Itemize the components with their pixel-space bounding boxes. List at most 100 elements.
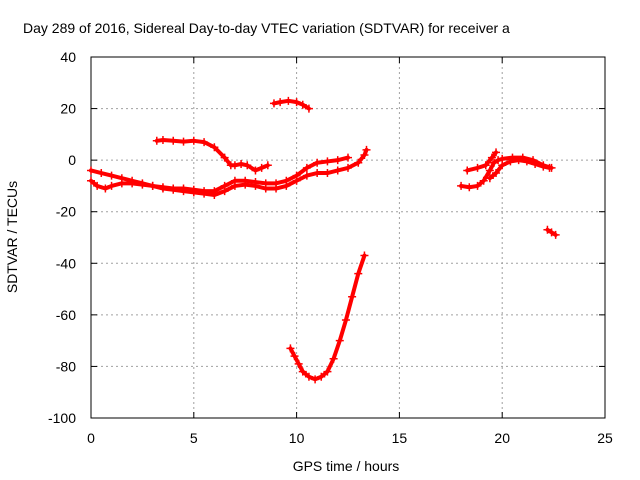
data-point bbox=[539, 162, 548, 171]
data-point bbox=[341, 316, 350, 325]
series-arc-late-tail bbox=[543, 225, 560, 239]
data-point bbox=[489, 158, 498, 167]
data-point bbox=[276, 98, 285, 107]
data-point bbox=[543, 225, 552, 234]
x-axis-label: GPS time / hours bbox=[293, 458, 400, 474]
data-point bbox=[200, 138, 209, 147]
y-tick-label: 0 bbox=[68, 152, 76, 168]
x-tick-label: 5 bbox=[190, 430, 198, 446]
data-point bbox=[117, 179, 126, 188]
data-point bbox=[323, 157, 332, 166]
x-tick-label: 10 bbox=[289, 430, 305, 446]
data-point bbox=[547, 228, 556, 237]
data-point bbox=[473, 181, 482, 190]
data-point bbox=[354, 269, 363, 278]
data-point bbox=[269, 99, 278, 108]
data-point bbox=[284, 96, 293, 105]
data-point bbox=[220, 153, 229, 162]
data-point bbox=[473, 163, 482, 172]
data-point bbox=[261, 184, 270, 193]
data-point bbox=[179, 137, 188, 146]
series-arc-early-lower bbox=[87, 145, 371, 199]
data-point bbox=[263, 161, 272, 170]
data-point bbox=[107, 171, 116, 180]
data-point bbox=[514, 156, 523, 165]
data-point bbox=[463, 166, 472, 175]
data-point bbox=[304, 104, 313, 113]
data-point bbox=[169, 136, 178, 145]
data-point bbox=[220, 187, 229, 196]
y-tick-label: -20 bbox=[56, 204, 76, 220]
data-point bbox=[545, 163, 554, 172]
data-point bbox=[138, 180, 147, 189]
series-line bbox=[288, 253, 367, 382]
data-point bbox=[241, 180, 250, 189]
data-point bbox=[158, 184, 167, 193]
y-tick-label: -80 bbox=[56, 358, 76, 374]
data-point bbox=[479, 176, 488, 185]
axis-ticks: 0 5 10 15 20 25 -100 -80 -60 -40 -20 0 20 40 bbox=[48, 49, 613, 446]
x-tick-label: 25 bbox=[597, 430, 613, 446]
y-axis-label: SDTVAR / TECUs bbox=[4, 181, 20, 293]
x-tick-label: 0 bbox=[87, 430, 95, 446]
grid bbox=[91, 57, 605, 418]
data-point bbox=[251, 181, 260, 190]
data-point bbox=[237, 160, 246, 169]
data-point bbox=[298, 100, 307, 109]
data-point bbox=[93, 181, 102, 190]
data-point bbox=[189, 188, 198, 197]
data-point bbox=[158, 136, 167, 145]
data-point bbox=[230, 161, 239, 170]
data-point bbox=[323, 367, 332, 376]
data-point bbox=[531, 160, 540, 169]
data-point bbox=[230, 181, 239, 190]
y-tick-label: 40 bbox=[60, 49, 76, 65]
data-point bbox=[492, 169, 501, 178]
data-point bbox=[101, 184, 110, 193]
data-point bbox=[313, 169, 322, 178]
series-arc-late-b bbox=[463, 148, 501, 175]
data-point bbox=[257, 163, 266, 172]
data-point bbox=[189, 136, 198, 145]
data-point bbox=[290, 352, 299, 361]
data-point bbox=[344, 153, 352, 162]
data-point bbox=[362, 145, 371, 154]
data-point bbox=[457, 181, 466, 190]
y-tick-label: -100 bbox=[48, 410, 76, 426]
data-point bbox=[329, 354, 338, 363]
data-point bbox=[481, 161, 490, 170]
y-tick-label: -40 bbox=[56, 255, 76, 271]
data-point bbox=[522, 157, 531, 166]
data-point bbox=[152, 136, 161, 145]
data-point bbox=[360, 251, 369, 260]
data-point bbox=[360, 150, 369, 159]
data-point bbox=[97, 169, 106, 178]
data-point bbox=[313, 158, 322, 167]
series-arc-late-a bbox=[457, 153, 556, 192]
data-point bbox=[465, 183, 474, 192]
data-point bbox=[286, 344, 295, 353]
data-point bbox=[292, 176, 301, 185]
data-point bbox=[333, 156, 342, 165]
data-point bbox=[298, 367, 307, 376]
plot-frame bbox=[90, 56, 606, 419]
data-point bbox=[302, 163, 311, 172]
data-point bbox=[210, 143, 219, 152]
data-point bbox=[506, 157, 515, 166]
series-arc-mid bbox=[152, 136, 272, 175]
series-arc-deep bbox=[286, 251, 369, 384]
data-point bbox=[485, 174, 494, 183]
data-point bbox=[148, 181, 157, 190]
data-point bbox=[179, 187, 188, 196]
data-point bbox=[551, 230, 560, 239]
data-point bbox=[251, 166, 260, 175]
data-point bbox=[292, 98, 301, 107]
data-point bbox=[282, 181, 291, 190]
data-point bbox=[494, 156, 503, 165]
y-tick-label: -60 bbox=[56, 307, 76, 323]
x-tick-label: 15 bbox=[392, 430, 408, 446]
data-point bbox=[128, 179, 137, 188]
data-point bbox=[498, 161, 507, 170]
chart-title: Day 289 of 2016, Sidereal Day-to-day VTE… bbox=[23, 20, 510, 36]
